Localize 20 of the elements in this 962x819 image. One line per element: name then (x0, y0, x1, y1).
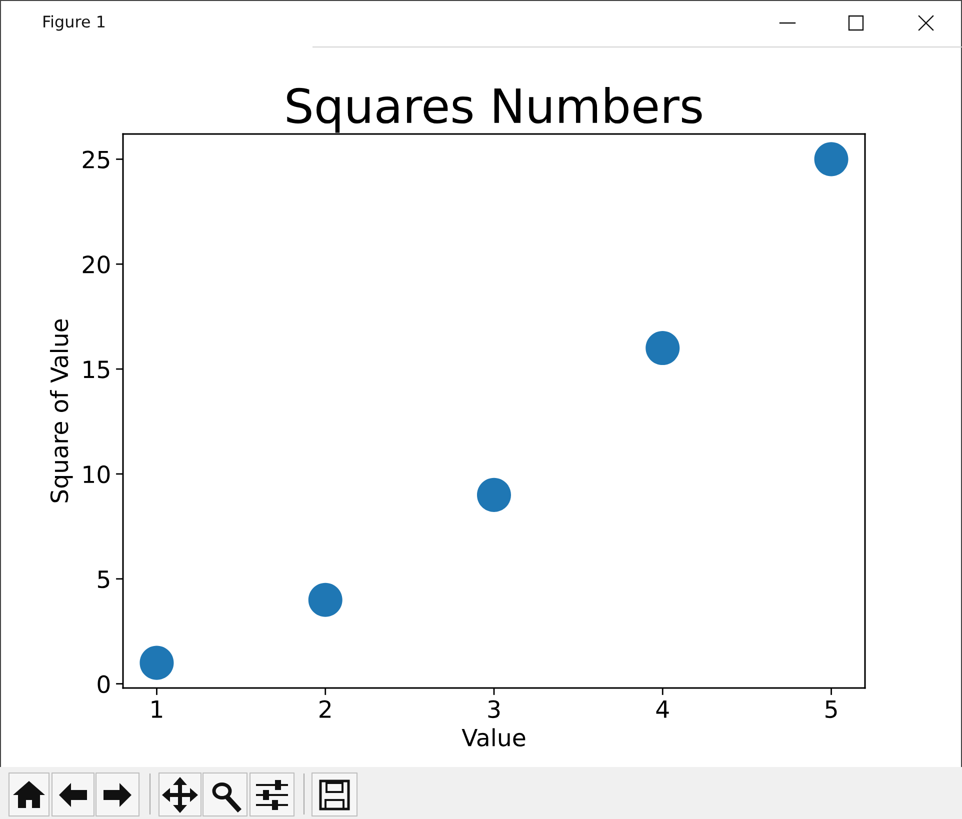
x-tick-label: 2 (320, 700, 331, 718)
y-tick-label: 25 (82, 150, 110, 168)
y-tick-label: 0 (98, 675, 110, 694)
x-tick-label: 4 (656, 700, 669, 718)
caption: Figure 1 (44, 15, 105, 31)
chart-title: Squares Numbers (287, 87, 702, 133)
point (476, 478, 512, 512)
y-tick-label: 15 (84, 360, 110, 378)
y-tick-label: 10 (84, 465, 110, 484)
point (308, 582, 342, 617)
x-tick-label: 1 (152, 700, 162, 718)
y-tick-label: 20 (82, 256, 110, 274)
point (646, 331, 680, 366)
x-axis-title: Value (462, 728, 526, 746)
y-tick-label: 5 (98, 570, 110, 588)
point (140, 646, 174, 680)
x-tick-label: 5 (826, 700, 837, 718)
y-axis-title: Square of Value (50, 319, 73, 502)
x-tick-label: 3 (488, 700, 500, 718)
point (814, 142, 848, 176)
